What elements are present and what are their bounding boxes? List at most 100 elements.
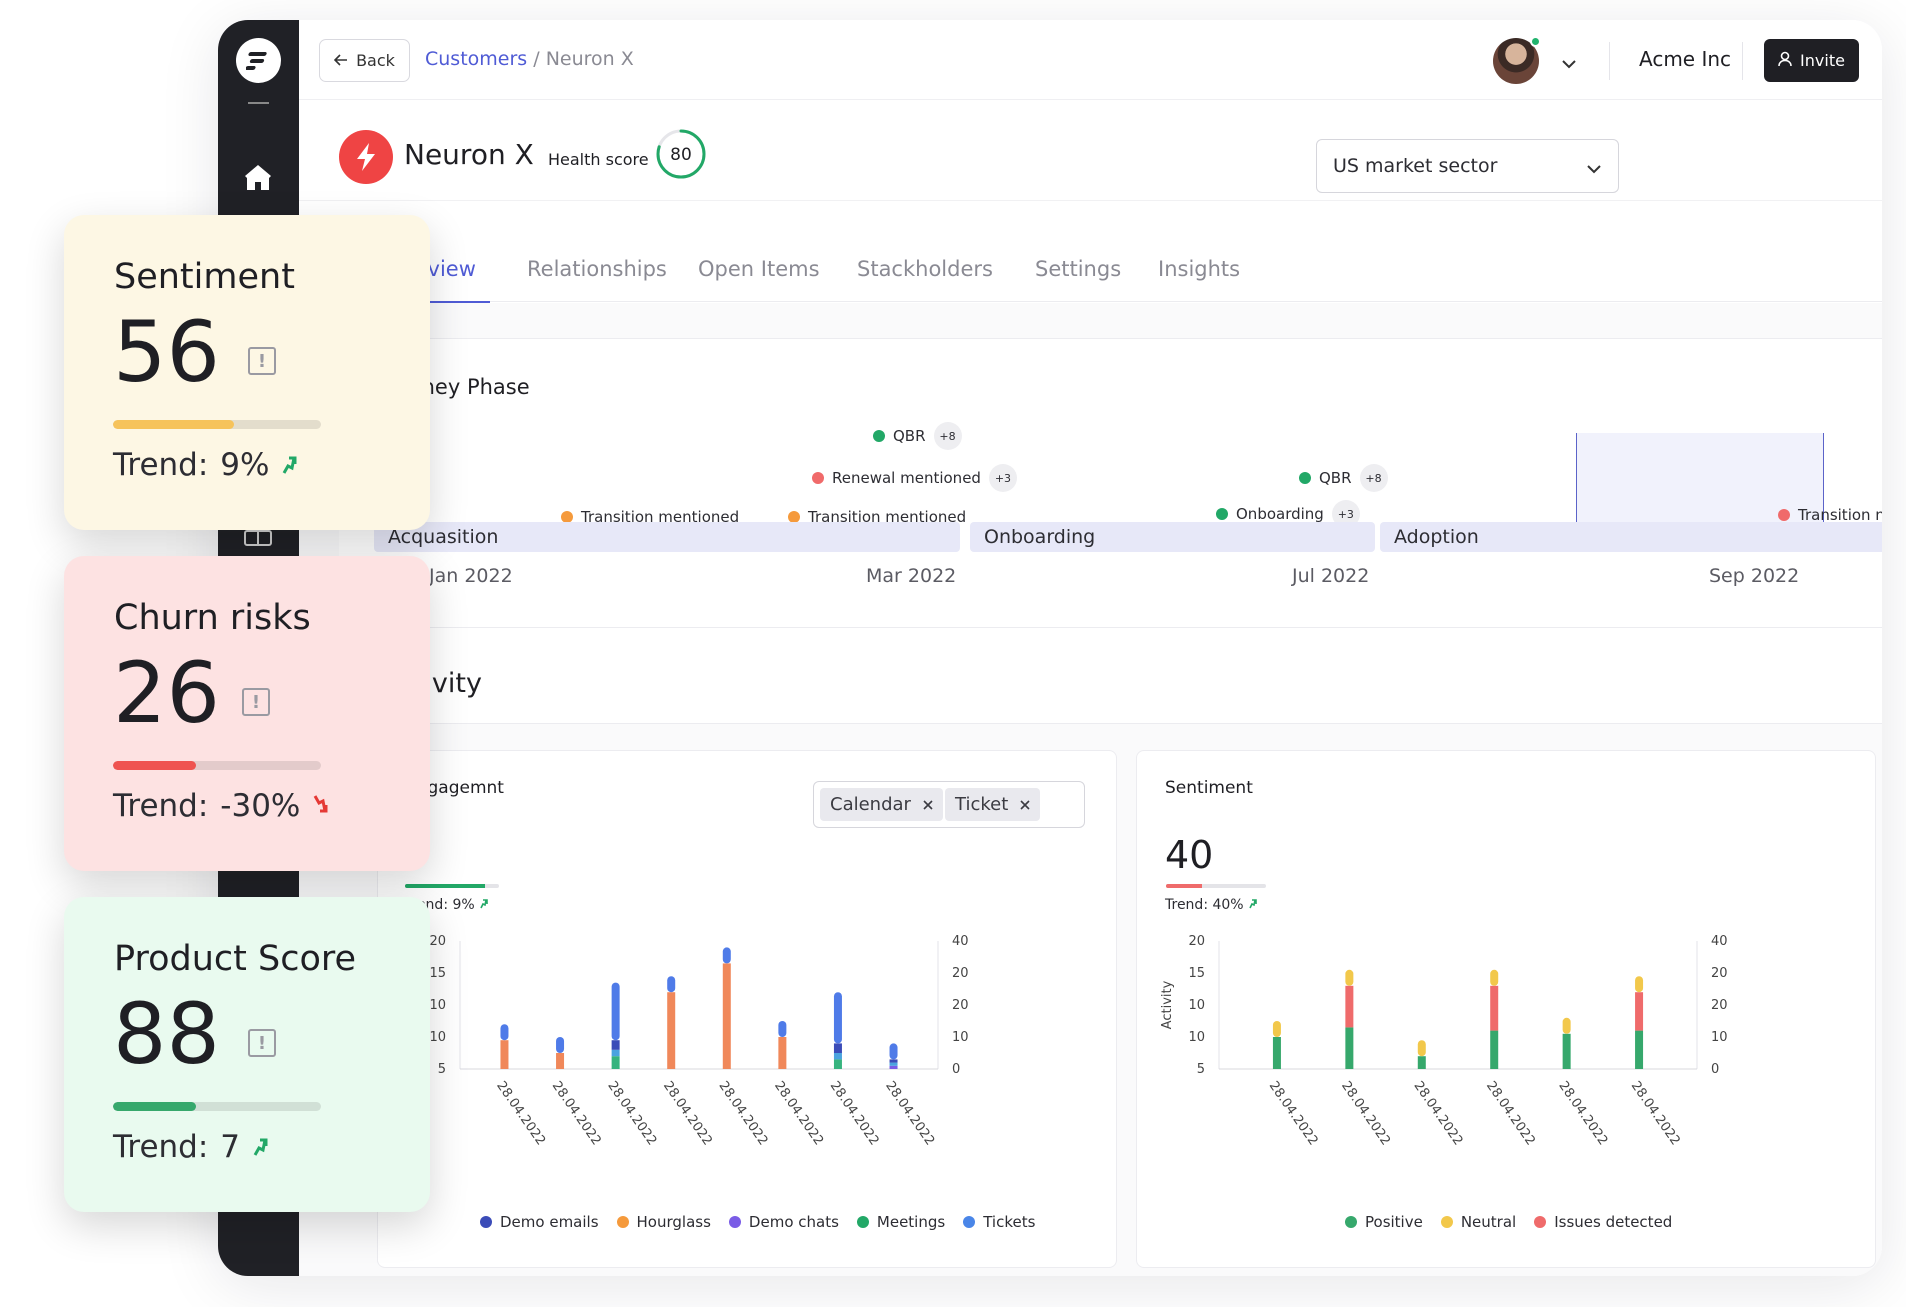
filter-chip-input[interactable]: Calendar Ticket (813, 781, 1085, 828)
active-tab-indicator (377, 301, 490, 304)
bar-segment (1490, 985, 1499, 1031)
app-window: Back Customers / Neuron X Acme Inc Invit… (218, 20, 1882, 1276)
legend-item[interactable]: Tickets (963, 1213, 1035, 1231)
event-label: Transition n (1798, 506, 1882, 524)
home-icon[interactable] (243, 163, 273, 195)
trend-up-icon (252, 1129, 270, 1165)
x-tick-label: 28.04.2022 (882, 1079, 937, 1149)
tab-insights[interactable]: Insights (1158, 257, 1241, 281)
phase-adoption[interactable]: Adoption (1380, 522, 1882, 552)
invite-label: Invite (1800, 51, 1845, 70)
engagement-progress (405, 884, 499, 888)
event-more-badge[interactable]: +3 (988, 464, 1017, 492)
journey-event[interactable]: Transition mentioned (561, 508, 739, 526)
alert-icon[interactable]: ! (242, 688, 270, 716)
bar-segment (667, 976, 676, 993)
bar-segment (500, 1040, 509, 1069)
bar-segment (1345, 969, 1354, 986)
legend-item[interactable]: Meetings (856, 1213, 945, 1231)
alert-icon[interactable]: ! (248, 347, 276, 375)
card-value: 26 (113, 644, 220, 742)
event-label: Onboarding (1236, 505, 1324, 523)
legend-item[interactable]: Neutral (1440, 1213, 1516, 1231)
x-tick-label: 28.04.2022 (549, 1079, 604, 1149)
phase-onboarding[interactable]: Onboarding (970, 522, 1375, 552)
legend-label: Tickets (983, 1213, 1036, 1231)
invite-button[interactable]: Invite (1764, 39, 1859, 82)
card-value: 56 (113, 303, 220, 401)
top-bar: Back Customers / Neuron X Acme Inc Invit… (299, 20, 1882, 100)
bar-segment (611, 1040, 620, 1050)
filter-chip[interactable]: Ticket (945, 788, 1041, 821)
y-tick-label-right: 10 (1711, 1030, 1728, 1045)
chevron-down-icon (1586, 157, 1602, 179)
org-name[interactable]: Acme Inc (1639, 47, 1732, 71)
event-label: Renewal mentioned (832, 469, 981, 487)
journey-event[interactable]: QBR +8 (1299, 464, 1388, 492)
tab-stackholders[interactable]: Stackholders (857, 257, 993, 281)
back-button[interactable]: Back (319, 39, 410, 82)
product-score-card[interactable]: Product Score 88 ! Trend: 7 (64, 897, 430, 1212)
market-sector-select[interactable]: US market sector (1316, 139, 1619, 193)
y-axis-label: Activity (1160, 980, 1175, 1029)
timeline-month: Jul 2022 (1292, 565, 1370, 587)
board-icon[interactable] (244, 530, 272, 550)
timeline-month: Mar 2022 (866, 565, 957, 587)
legend-item[interactable]: Demo emails (480, 1213, 599, 1231)
journey-event[interactable]: Renewal mentioned +3 (812, 464, 1017, 492)
bar-segment (1635, 992, 1644, 1031)
journey-event[interactable]: Transition n (1778, 506, 1882, 524)
event-more-badge[interactable]: +8 (933, 422, 962, 450)
close-icon[interactable] (1020, 794, 1030, 815)
filter-chip[interactable]: Calendar (820, 788, 943, 821)
legend-item[interactable]: Positive (1345, 1213, 1423, 1231)
event-dot (873, 430, 885, 442)
company-logo-icon (339, 130, 393, 184)
app-logo-icon[interactable] (236, 38, 281, 83)
tab-open-items[interactable]: Open Items (698, 257, 820, 281)
event-dot (561, 511, 573, 523)
timeline-month: Sep 2022 (1709, 565, 1800, 587)
tab-relationships[interactable]: Relationships (527, 257, 667, 281)
sentiment-title: Sentiment (1165, 778, 1253, 798)
bar-segment (1272, 1037, 1281, 1069)
card-trend-label: Trend: (113, 447, 209, 483)
filter-chip-label: Calendar (830, 794, 911, 815)
card-trend-label: Trend: (113, 788, 209, 824)
event-more-badge[interactable]: +8 (1359, 464, 1388, 492)
journey-event[interactable]: QBR +8 (873, 422, 962, 450)
bar-segment (778, 1037, 787, 1069)
bar-segment (500, 1024, 509, 1041)
market-sector-value: US market sector (1333, 155, 1498, 177)
y-tick-label: 5 (438, 1062, 446, 1077)
y-tick-label-right: 0 (952, 1062, 960, 1077)
phase-acquisition[interactable]: Acquasition (374, 522, 960, 552)
churn-risks-card[interactable]: Churn risks 26 ! Trend: -30% (64, 556, 430, 871)
bar-segment (667, 992, 676, 1069)
y-tick-label-right: 20 (1711, 966, 1728, 981)
filter-chip-label: Ticket (955, 794, 1009, 815)
legend-item[interactable]: Hourglass (616, 1213, 711, 1231)
journey-event[interactable]: Transition mentioned (788, 508, 966, 526)
sentiment-card[interactable]: Sentiment 56 ! Trend: 9% (64, 215, 430, 530)
bar-segment (1345, 985, 1354, 1028)
tab-settings[interactable]: Settings (1035, 257, 1122, 281)
journey-section (339, 338, 1882, 628)
legend-item[interactable]: Demo chats (728, 1213, 839, 1231)
sentiment-legend: Positive Neutral Issues detected (1345, 1213, 1672, 1231)
breadcrumb-current: Neuron X (545, 48, 634, 70)
chevron-down-icon[interactable] (1561, 54, 1577, 73)
card-progress (113, 761, 321, 770)
legend-item[interactable]: Issues detected (1534, 1213, 1672, 1231)
bar-segment (611, 1056, 620, 1069)
breadcrumb-customers-link[interactable]: Customers (425, 48, 528, 70)
bar-segment (611, 1049, 620, 1057)
alert-icon[interactable]: ! (248, 1029, 276, 1057)
bar-segment (778, 1021, 787, 1037)
y-tick-label-right: 20 (952, 998, 969, 1013)
y-tick-label-right: 20 (952, 966, 969, 981)
card-trend: Trend: 7 (113, 1129, 270, 1165)
bar-segment (1345, 1027, 1354, 1069)
bar-segment (1490, 969, 1499, 986)
close-icon[interactable] (923, 794, 933, 815)
